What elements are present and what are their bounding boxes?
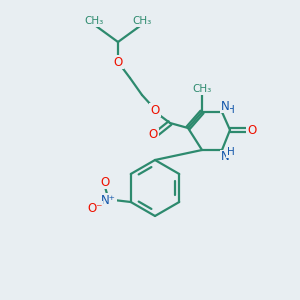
Text: O: O: [113, 56, 123, 68]
Text: O⁻: O⁻: [87, 202, 103, 214]
Text: CH₃: CH₃: [192, 84, 212, 94]
Text: CH₃: CH₃: [84, 16, 104, 26]
Text: CH₃: CH₃: [132, 16, 152, 26]
Text: N: N: [220, 151, 230, 164]
Text: H: H: [227, 147, 235, 157]
Text: O: O: [248, 124, 256, 136]
Text: O: O: [100, 176, 110, 188]
Text: O: O: [150, 103, 160, 116]
Text: O: O: [148, 128, 158, 142]
Text: H: H: [227, 105, 235, 115]
Text: N: N: [220, 100, 230, 112]
Text: N⁺: N⁺: [101, 194, 116, 206]
